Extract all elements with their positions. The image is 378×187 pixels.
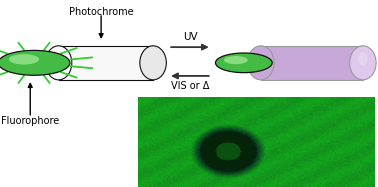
Ellipse shape — [358, 52, 367, 66]
Text: Photochrome: Photochrome — [69, 7, 133, 16]
Text: UV: UV — [183, 32, 197, 42]
Bar — [261, 46, 363, 80]
Circle shape — [215, 53, 272, 73]
Text: VIS or Δ: VIS or Δ — [171, 81, 209, 91]
Text: Fluorophore: Fluorophore — [1, 116, 59, 126]
Bar — [59, 46, 153, 80]
Ellipse shape — [248, 46, 274, 80]
Circle shape — [224, 56, 248, 64]
Ellipse shape — [350, 46, 376, 80]
Circle shape — [0, 50, 70, 75]
Circle shape — [9, 54, 39, 65]
Ellipse shape — [140, 46, 166, 80]
Ellipse shape — [45, 46, 72, 80]
